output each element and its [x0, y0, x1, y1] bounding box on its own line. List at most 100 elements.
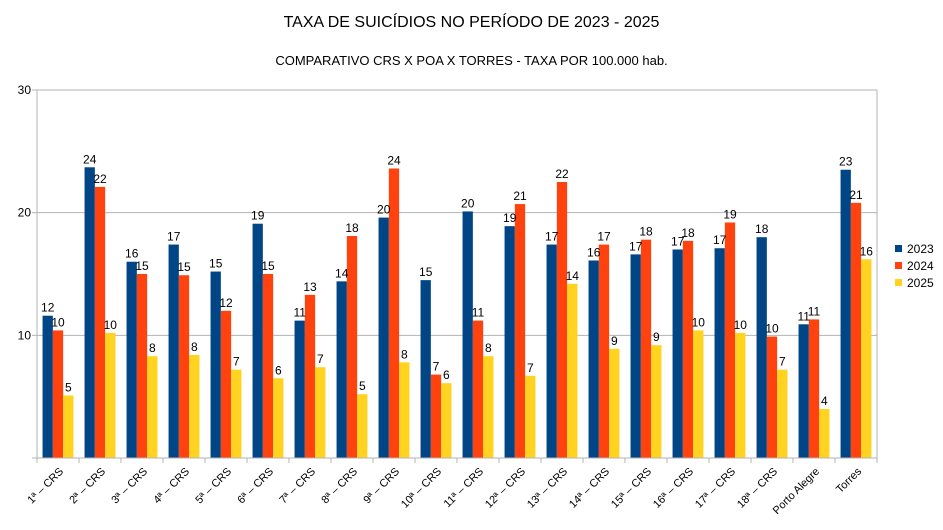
- bar-2023: [504, 226, 515, 458]
- data-label-2023: 20: [377, 203, 391, 217]
- data-label-2024: 21: [849, 188, 863, 202]
- bar-2025: [861, 259, 872, 458]
- bar-2025: [189, 354, 200, 458]
- bar-layer: [42, 167, 872, 459]
- legend-label-2023: 2023: [907, 241, 934, 256]
- bar-2025: [273, 378, 284, 458]
- data-label-2023: 19: [503, 211, 517, 225]
- x-tick-label: 16ª – CRS: [651, 466, 696, 511]
- bar-2024: [178, 275, 190, 458]
- data-label-2023: 11: [797, 309, 810, 323]
- bar-2023: [588, 260, 599, 458]
- x-tick-label: 6ª – CRS: [235, 466, 276, 507]
- y-tick-label: 10: [18, 328, 32, 342]
- bar-2024: [598, 244, 610, 458]
- x-tick-label: 2ª – CRS: [67, 466, 108, 507]
- legend: 2023 2024 2025: [895, 240, 934, 291]
- data-label-2023: 17: [545, 230, 559, 244]
- bar-2023: [462, 211, 473, 458]
- data-label-2023: 12: [41, 301, 55, 315]
- data-label-2024: 19: [723, 207, 737, 221]
- data-label-2024: 17: [597, 230, 611, 244]
- bar-2023: [420, 280, 431, 458]
- bar-2025: [63, 395, 74, 458]
- data-label-2025: 10: [692, 315, 706, 329]
- bar-2023: [630, 254, 641, 458]
- data-label-2025: 10: [734, 318, 748, 332]
- data-label-2023: 20: [461, 196, 475, 210]
- data-label-2023: 14: [335, 266, 349, 280]
- x-tick-label: 9ª – CRS: [361, 466, 402, 507]
- data-label-2023: 15: [209, 257, 223, 271]
- x-tick-label: 4ª – CRS: [151, 466, 192, 507]
- data-label-2025: 8: [149, 341, 156, 355]
- bar-2024: [640, 239, 652, 458]
- bar-2024: [724, 222, 736, 458]
- bar-2025: [231, 369, 242, 458]
- data-label-2025: 7: [317, 352, 324, 366]
- data-label-2023: 16: [125, 247, 139, 261]
- bar-2023: [798, 324, 809, 458]
- bar-2025: [315, 367, 326, 458]
- data-label-2024: 10: [51, 315, 65, 329]
- bar-2025: [147, 356, 158, 458]
- bar-2023: [840, 169, 851, 458]
- bar-2024: [682, 240, 694, 458]
- bar-2024: [472, 320, 484, 458]
- data-label-2025: 10: [104, 318, 118, 332]
- data-label-2024: 12: [219, 296, 233, 310]
- data-label-2023: 18: [755, 222, 769, 236]
- bar-2023: [294, 320, 305, 458]
- bar-2024: [52, 330, 64, 458]
- x-tick-label: 8ª – CRS: [319, 466, 360, 507]
- legend-swatch-2024: [895, 262, 902, 269]
- bar-2023: [336, 281, 347, 458]
- bar-2024: [94, 186, 106, 458]
- data-label-2023: 24: [83, 152, 97, 166]
- data-label-2025: 6: [443, 368, 450, 382]
- bar-2024: [514, 204, 526, 458]
- x-tick-label: 10ª – CRS: [399, 466, 444, 511]
- data-label-2025: 9: [653, 330, 660, 344]
- legend-swatch-2023: [895, 245, 902, 252]
- bar-2025: [105, 332, 116, 458]
- data-label-2024: 11: [472, 306, 485, 320]
- grid-layer: [37, 89, 877, 459]
- bar-2025: [441, 383, 452, 458]
- x-tick-label: 7ª – CRS: [277, 466, 318, 507]
- x-tick-label: 18ª – CRS: [735, 466, 780, 511]
- y-tick-label: 20: [18, 206, 32, 220]
- data-label-2023: 17: [167, 230, 181, 244]
- data-label-2024: 18: [639, 225, 653, 239]
- bar-2025: [693, 330, 704, 458]
- x-tick-label: 15ª – CRS: [609, 466, 654, 511]
- data-label-2025: 16: [860, 244, 874, 258]
- data-label-2025: 8: [401, 347, 408, 361]
- bar-2023: [42, 315, 53, 458]
- data-label-2025: 7: [233, 355, 240, 369]
- x-tick-label: 1ª – CRS: [25, 466, 66, 507]
- data-label-2025: 4: [821, 394, 828, 408]
- data-label-2025: 5: [359, 379, 366, 393]
- bar-2025: [735, 332, 746, 458]
- data-label-2024: 10: [765, 322, 779, 336]
- data-label-2023: 15: [419, 265, 433, 279]
- bar-2025: [819, 408, 830, 458]
- bar-2025: [399, 362, 410, 458]
- bar-2024: [262, 274, 274, 458]
- legend-item-2024: 2024: [895, 257, 934, 274]
- bar-2023: [84, 167, 95, 458]
- chart-subtitle: COMPARATIVO CRS X POA X TORRES - TAXA PO…: [275, 53, 668, 68]
- bar-2024: [388, 168, 400, 459]
- data-label-2024: 22: [93, 172, 107, 186]
- bar-2023: [672, 249, 683, 458]
- data-label-2023: 16: [587, 246, 601, 260]
- data-label-2023: 17: [713, 233, 727, 247]
- data-label-2024: 7: [433, 360, 440, 374]
- bar-2025: [777, 369, 788, 458]
- legend-label-2024: 2024: [907, 258, 934, 273]
- data-label-2024: 18: [345, 221, 359, 235]
- x-tick-label: 3ª – CRS: [109, 466, 150, 507]
- x-tick-label: 11ª – CRS: [442, 466, 487, 511]
